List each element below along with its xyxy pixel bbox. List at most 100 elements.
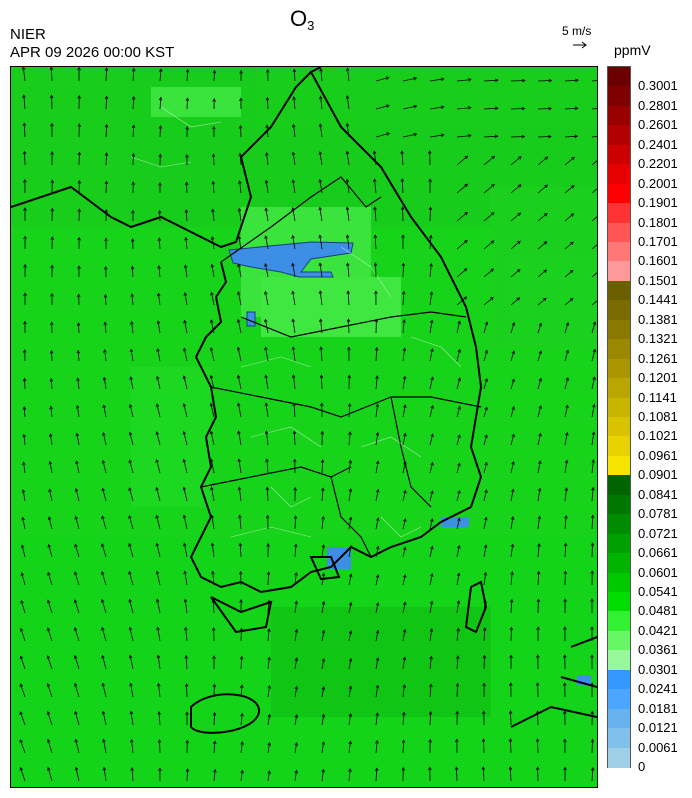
wind-arrow xyxy=(321,629,326,642)
wind-arrow xyxy=(102,404,107,418)
colorbar-segment xyxy=(608,689,630,710)
wind-arrow xyxy=(292,430,297,446)
wind-arrow xyxy=(157,209,162,222)
wind-arrow xyxy=(456,544,461,558)
wind-arrow xyxy=(429,655,433,670)
wind-arrow xyxy=(238,514,242,530)
colorbar-label: 0.1321 xyxy=(638,331,678,347)
wind-arrow xyxy=(591,300,597,306)
colorbar-label: 0.0361 xyxy=(638,642,678,658)
wind-arrow xyxy=(103,293,108,306)
wind-arrow xyxy=(348,601,353,614)
wind-arrow xyxy=(76,322,81,334)
colorbar-segment xyxy=(608,747,630,768)
wind-arrow xyxy=(101,710,107,726)
wind-arrow xyxy=(402,347,407,362)
wind-arrow xyxy=(77,123,82,138)
wind-arrow xyxy=(536,570,541,586)
colorbar-segment xyxy=(608,708,630,729)
wind-arrow xyxy=(375,104,390,110)
colorbar-label: 0.2001 xyxy=(638,175,678,191)
wind-arrow xyxy=(157,237,162,250)
wind-arrow xyxy=(402,601,407,614)
colorbar-label: 0.0601 xyxy=(638,564,678,580)
wind-arrow xyxy=(157,682,161,698)
wind-arrow xyxy=(590,767,595,782)
wind-arrow xyxy=(21,67,26,82)
colorbar-segment xyxy=(608,378,630,399)
colorbar-segment xyxy=(608,319,630,340)
wind-arrow xyxy=(347,374,352,390)
wind-arrow xyxy=(483,406,488,418)
wind-arrow xyxy=(183,319,188,334)
wind-arrow xyxy=(183,570,188,586)
wind-arrow xyxy=(373,206,377,222)
wind-arrow xyxy=(562,682,567,698)
wind-arrow xyxy=(372,150,377,166)
wind-arrow xyxy=(291,290,296,306)
wind-arrow xyxy=(318,123,323,138)
wind-arrow xyxy=(590,570,594,586)
wind-arrow xyxy=(182,486,188,502)
wind-arrow xyxy=(510,240,521,250)
colorbar-label: 0.0841 xyxy=(638,486,678,502)
wind-arrow xyxy=(74,738,80,754)
wind-arrow xyxy=(130,767,134,782)
forecast-datetime: APR 09 2026 00:00 KST xyxy=(10,44,175,61)
wind-arrow xyxy=(510,350,515,362)
colorbar-label: 0.2801 xyxy=(638,97,678,113)
colorbar-label: 0.0661 xyxy=(638,545,678,561)
wind-arrow xyxy=(104,123,109,138)
wind-arrow xyxy=(563,570,568,586)
wind-arrow xyxy=(75,432,80,446)
wind-arrow xyxy=(348,431,352,446)
wind-arrow xyxy=(128,514,134,530)
wind-arrow xyxy=(210,542,215,558)
wind-arrow xyxy=(564,106,579,111)
wind-arrow xyxy=(537,350,542,362)
wind-arrow xyxy=(158,153,162,166)
wind-arrow xyxy=(182,458,188,474)
wind-arrow xyxy=(237,486,242,502)
wind-arrow xyxy=(264,235,269,250)
wind-arrow xyxy=(456,655,460,670)
wind-arrow xyxy=(563,738,567,754)
wind-arrow xyxy=(321,515,325,530)
colorbar-label: 0.0781 xyxy=(638,506,678,522)
wind-arrow xyxy=(483,461,488,474)
wind-arrow xyxy=(321,658,326,670)
wind-arrow xyxy=(481,766,486,782)
colorbar-segment xyxy=(608,592,630,613)
wind-arrow xyxy=(292,123,296,138)
wind-arrow xyxy=(211,598,216,614)
wind-arrow xyxy=(212,69,217,82)
wind-arrow xyxy=(185,768,190,782)
wind-arrow xyxy=(591,348,596,362)
colorbar-segment xyxy=(608,144,630,165)
wind-arrow xyxy=(239,655,244,670)
colorbar-label: 0.1441 xyxy=(638,292,678,308)
wind-arrow xyxy=(537,241,548,250)
wind-arrow xyxy=(345,122,350,138)
wind-arrow xyxy=(375,488,380,502)
colorbar-segment xyxy=(608,242,630,263)
wind-arrow xyxy=(239,627,244,642)
wind-arrow xyxy=(155,431,161,446)
wind-arrow xyxy=(456,627,460,642)
wind-arrow xyxy=(455,710,459,726)
wind-arrow xyxy=(537,156,549,166)
wind-arrow xyxy=(375,460,380,474)
wind-arrow xyxy=(49,94,54,110)
wind-arrow xyxy=(320,459,325,474)
wind-arrow xyxy=(429,600,434,614)
wind-arrow xyxy=(319,95,323,110)
wind-arrow xyxy=(537,269,548,278)
wind-arrow xyxy=(537,322,542,334)
wind-arrow xyxy=(429,77,445,82)
wind-arrow xyxy=(537,78,553,83)
wind-arrow xyxy=(19,739,26,754)
wind-arrow xyxy=(563,710,567,726)
wind-arrow xyxy=(454,766,459,782)
wind-arrow xyxy=(537,405,542,418)
wind-arrow xyxy=(264,430,269,446)
